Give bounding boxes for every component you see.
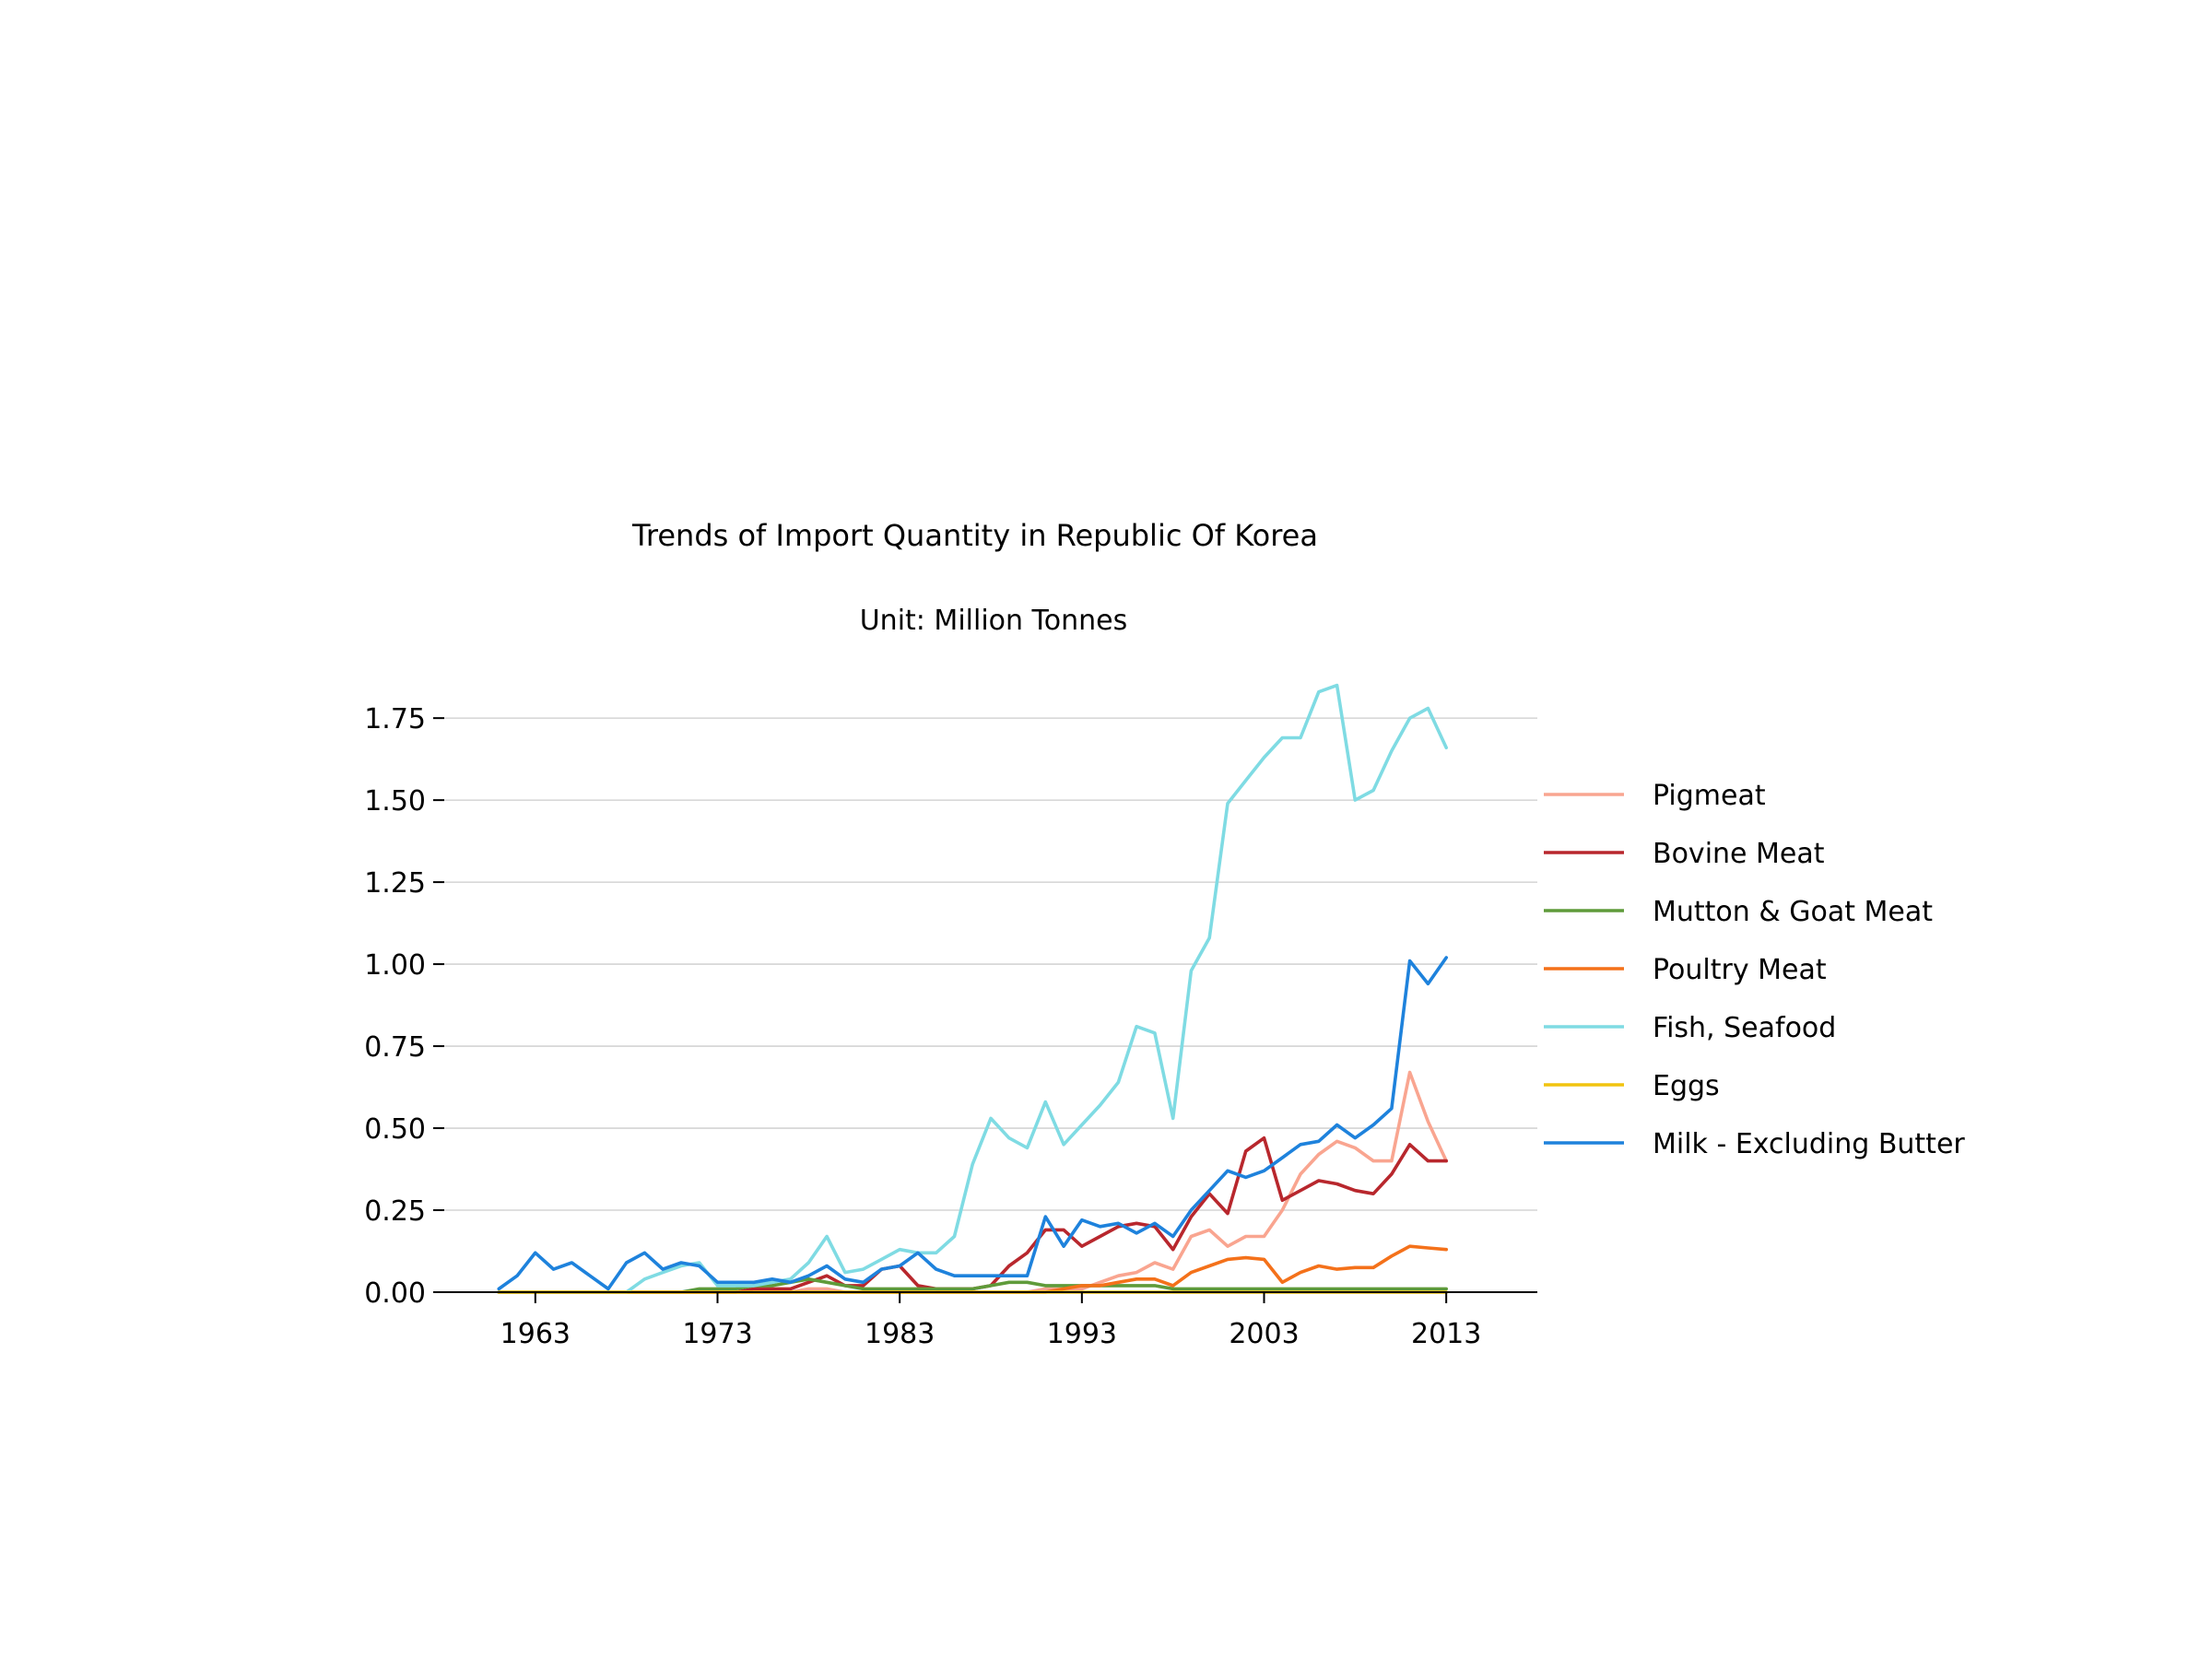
series-line-pigmeat bbox=[497, 1070, 1448, 1294]
y-gridlines bbox=[444, 717, 1537, 1293]
plot-area bbox=[497, 683, 1448, 1294]
x-tick-label: 2003 bbox=[1229, 1318, 1299, 1350]
legend: Pigmeat Bovine Meat Mutton & Goat Meat Poul… bbox=[1544, 780, 1965, 1160]
y-tick-label: 0.50 bbox=[364, 1113, 426, 1146]
y-tick-label: 1.50 bbox=[364, 785, 426, 818]
y-tick-label: 1.25 bbox=[364, 867, 426, 900]
chart-subtitle: Unit: Million Tonnes bbox=[860, 605, 1128, 637]
legend-label-poultry-meat: Poultry Meat bbox=[1653, 954, 1827, 986]
x-axis: 1963 1973 1983 1993 2003 2013 bbox=[500, 1292, 1481, 1350]
series-line-fish-seafood bbox=[497, 683, 1448, 1294]
y-tick-label: 0.00 bbox=[364, 1277, 426, 1310]
legend-label-fish-seafood: Fish, Seafood bbox=[1653, 1012, 1836, 1044]
chart-title: Trends of Import Quantity in Republic Of… bbox=[631, 518, 1318, 553]
x-tick-label: 1993 bbox=[1047, 1318, 1117, 1350]
legend-label-eggs: Eggs bbox=[1653, 1070, 1720, 1102]
y-tick-label: 1.00 bbox=[364, 949, 426, 982]
y-tick-label: 0.75 bbox=[364, 1031, 426, 1064]
legend-label-pigmeat: Pigmeat bbox=[1653, 780, 1766, 812]
legend-label-milk-excluding-butter: Milk - Excluding Butter bbox=[1653, 1128, 1965, 1160]
x-tick-label: 2013 bbox=[1411, 1318, 1481, 1350]
y-tick-label: 0.25 bbox=[364, 1195, 426, 1228]
legend-label-bovine-meat: Bovine Meat bbox=[1653, 838, 1825, 870]
x-tick-label: 1963 bbox=[500, 1318, 571, 1350]
legend-label-mutton-goat-meat: Mutton & Goat Meat bbox=[1653, 896, 1933, 928]
x-tick-label: 1973 bbox=[682, 1318, 752, 1350]
y-tick-label: 1.75 bbox=[364, 703, 426, 735]
series-line-milk-excluding-butter bbox=[497, 956, 1448, 1291]
x-tick-label: 1983 bbox=[865, 1318, 935, 1350]
y-axis: 0.00 0.25 0.50 0.75 1.00 1.25 1.50 1.75 bbox=[364, 703, 444, 1310]
